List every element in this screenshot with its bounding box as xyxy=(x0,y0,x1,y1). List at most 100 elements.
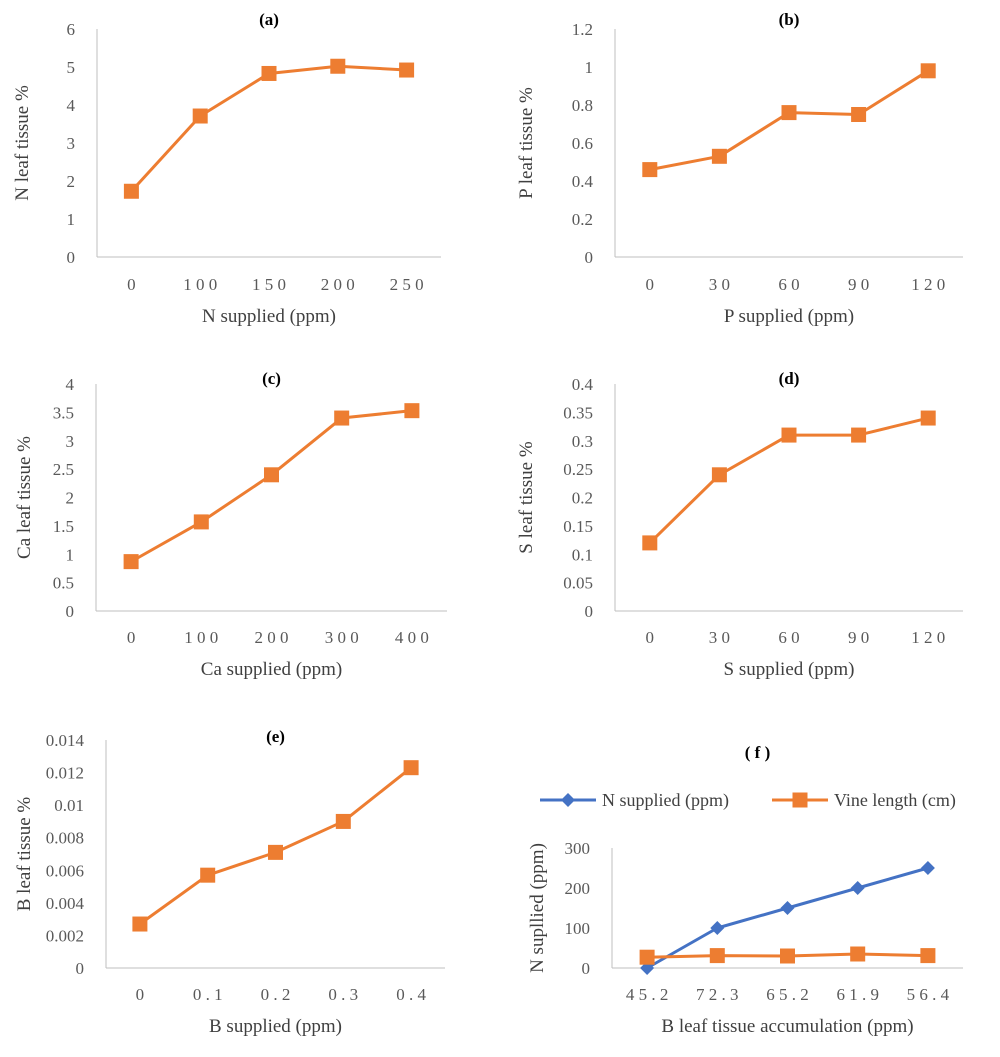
x-axis-title: S supplied (ppm) xyxy=(724,659,855,680)
y-tick-label: 0 xyxy=(585,602,594,621)
x-tick-label: 5 6 . 4 xyxy=(907,985,950,1004)
data-point xyxy=(123,554,139,570)
x-tick-label: 1 0 0 xyxy=(183,275,217,294)
y-tick-label: 0 xyxy=(67,248,76,267)
x-tick-label: 0 . 4 xyxy=(396,985,426,1004)
x-tick-label: 7 2 . 3 xyxy=(696,985,739,1004)
y-axis-title: N leaf tissue % xyxy=(12,85,33,201)
x-tick-label: 0 xyxy=(646,275,655,294)
data-point xyxy=(264,467,279,483)
y-tick-label: 0 xyxy=(76,959,85,978)
y-tick-label: 4 xyxy=(67,96,76,115)
y-tick-label: 3 xyxy=(66,432,75,451)
data-point xyxy=(781,427,797,443)
y-tick-label: 0.004 xyxy=(46,894,85,913)
y-tick-label: 0.4 xyxy=(572,375,594,394)
x-tick-label: 1 2 0 xyxy=(911,628,945,647)
data-point xyxy=(192,108,208,124)
x-tick-label: 0 xyxy=(136,985,145,1004)
y-tick-label: 0.2 xyxy=(572,489,593,508)
x-tick-label: 9 0 xyxy=(848,628,869,647)
x-axis-title: P supplied (ppm) xyxy=(724,306,854,327)
legend-marker xyxy=(561,793,575,807)
x-tick-label: 1 0 0 xyxy=(184,628,218,647)
x-tick-label: 3 0 0 xyxy=(325,628,359,647)
y-tick-label: 100 xyxy=(565,919,591,938)
data-point xyxy=(268,844,283,860)
panel-title: (b) xyxy=(779,10,800,29)
y-axis-title: N supllied (ppm) xyxy=(527,843,548,973)
data-point xyxy=(711,467,727,483)
y-axis-title: P leaf tissue % xyxy=(516,87,537,199)
y-tick-label: 0.1 xyxy=(572,545,593,564)
legend: N supplied (ppm) Vine length (cm) xyxy=(540,790,956,811)
x-tick-label: 2 0 0 xyxy=(321,275,355,294)
y-tick-label: 0.008 xyxy=(46,829,84,848)
y-tick-label: 0 xyxy=(66,602,75,621)
legend-marker xyxy=(792,792,808,808)
series-line-1 xyxy=(649,69,929,172)
y-tick-label: 0 xyxy=(582,959,591,978)
x-tick-label: 6 1 . 9 xyxy=(836,985,879,1004)
x-tick-label: 2 5 0 xyxy=(390,275,424,294)
x-tick-label: 3 0 xyxy=(709,275,730,294)
x-tick-label: 9 0 xyxy=(848,275,869,294)
y-tick-label: 2 xyxy=(67,172,76,191)
x-tick-label: 1 2 0 xyxy=(911,275,945,294)
data-point xyxy=(642,162,658,178)
data-point xyxy=(920,861,935,875)
y-tick-label: 0.012 xyxy=(46,764,84,783)
x-tick-label: 0 . 1 xyxy=(193,985,223,1004)
data-point xyxy=(403,760,419,776)
x-tick-label: 4 5 . 2 xyxy=(626,985,669,1004)
y-axis-title: Ca leaf tissue % xyxy=(14,436,35,559)
data-point xyxy=(123,183,139,199)
chart-panel-1: 0 1 2 3 4 5 6 0 1 0 0 1 5 0 2 0 0 2 5 0 (a) N supplie… xyxy=(12,10,441,327)
data-point xyxy=(334,410,350,426)
series-line-1 xyxy=(130,64,407,193)
legend-label: Vine length (cm) xyxy=(834,790,956,811)
panel-title: ( f ) xyxy=(745,743,770,762)
data-point xyxy=(710,921,725,935)
x-tick-label: 3 0 xyxy=(709,628,730,647)
y-tick-label: 0.15 xyxy=(563,517,593,536)
data-point xyxy=(709,948,725,964)
data-point xyxy=(780,948,795,964)
x-tick-label: 1 5 0 xyxy=(252,275,286,294)
x-axis-title: Ca supplied (ppm) xyxy=(201,659,342,680)
panel-title: (e) xyxy=(266,727,285,746)
y-tick-label: 0.25 xyxy=(563,460,593,479)
data-point xyxy=(920,948,936,964)
y-tick-label: 1.5 xyxy=(53,517,74,536)
chart-panel-2: 0 0.2 0.4 0.6 0.8 1 1.2 0 3 0 6 0 9 0 1 2 0 (b) P sup… xyxy=(516,10,963,327)
y-tick-label: 2.5 xyxy=(53,460,74,479)
x-tick-label: 6 0 xyxy=(778,275,799,294)
y-tick-label: 0.4 xyxy=(572,172,594,191)
data-point xyxy=(920,410,936,426)
y-tick-label: 0 xyxy=(585,248,594,267)
data-point xyxy=(639,949,655,965)
y-tick-label: 0.05 xyxy=(563,574,593,593)
data-point xyxy=(642,535,658,551)
chart-panel-3: 0 0.5 1 1.5 2 2.5 3 3.5 4 0 1 0 0 2 0 0 3 0 0 4 0 0 (c… xyxy=(14,369,447,680)
data-point xyxy=(780,901,795,915)
data-point xyxy=(781,105,797,121)
y-tick-label: 0.8 xyxy=(572,96,593,115)
panel-title: (c) xyxy=(262,369,281,388)
x-tick-label: 0 xyxy=(646,628,655,647)
y-tick-label: 1.2 xyxy=(572,20,593,39)
y-axis-title: B leaf tissue % xyxy=(14,797,35,912)
y-tick-label: 0.002 xyxy=(46,926,84,945)
legend-label: N supplied (ppm) xyxy=(602,790,729,811)
y-tick-label: 2 xyxy=(66,489,75,508)
data-point xyxy=(330,58,346,74)
y-tick-label: 5 xyxy=(67,58,76,77)
x-axis-title: N supplied (ppm) xyxy=(202,306,336,327)
x-tick-label: 0 . 2 xyxy=(261,985,291,1004)
data-point xyxy=(711,148,727,164)
x-tick-label: 2 0 0 xyxy=(255,628,289,647)
data-point xyxy=(193,514,209,530)
data-point xyxy=(335,813,351,829)
y-tick-label: 0.6 xyxy=(572,134,593,153)
data-point xyxy=(404,403,420,419)
